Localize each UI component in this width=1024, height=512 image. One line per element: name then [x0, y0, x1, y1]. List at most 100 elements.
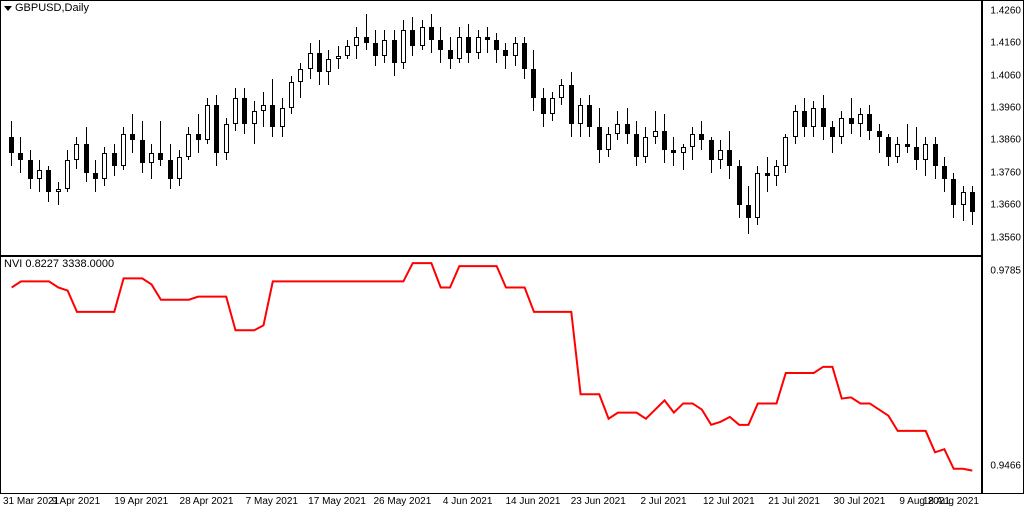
price-chart-title-text: GBPUSD,Daily — [15, 2, 89, 14]
candle-body — [569, 85, 574, 124]
candle-body — [149, 153, 154, 163]
candle-body — [420, 27, 425, 46]
candle-body — [252, 111, 257, 124]
candle-body — [354, 37, 359, 47]
candle-body — [410, 30, 415, 46]
candle-body — [625, 124, 630, 134]
candle-body — [802, 111, 807, 127]
candle-body — [727, 150, 732, 166]
candle-body — [821, 108, 826, 127]
candle-body — [336, 56, 341, 59]
time-xtick-label: 28 Apr 2021 — [180, 496, 234, 507]
indicator-chart-title-text: NVI 0.8227 3338.0000 — [4, 258, 114, 270]
candle-body — [494, 40, 499, 50]
candle-body — [233, 98, 238, 124]
candle-body — [783, 137, 788, 166]
candle-body — [401, 30, 406, 62]
indicator-y-axis: 0.9466 0.9785 — [982, 256, 1024, 494]
price-ytick-label: 1.3860 — [990, 135, 1021, 146]
candle-body — [671, 150, 676, 153]
candle-body — [186, 134, 191, 157]
candle-body — [597, 127, 602, 150]
candle-wick — [366, 14, 367, 50]
candle-wick — [655, 111, 656, 143]
candle-body — [606, 134, 611, 150]
time-xtick-label: 17 May 2021 — [308, 496, 366, 507]
candle-body — [867, 114, 872, 130]
candle-body — [382, 40, 387, 56]
time-xtick-label: 4 Jun 2021 — [443, 496, 493, 507]
candle-body — [364, 37, 369, 43]
candle-body — [699, 134, 704, 140]
price-ytick-label: 1.4260 — [990, 5, 1021, 16]
candle-wick — [505, 43, 506, 69]
candle-body — [196, 134, 201, 140]
candle-body — [466, 37, 471, 53]
candle-body — [811, 108, 816, 127]
candle-wick — [907, 124, 908, 153]
candle-body — [858, 114, 863, 124]
candle-body — [559, 85, 564, 98]
indicator-chart-title: NVI 0.8227 3338.0000 — [4, 258, 114, 270]
time-xtick-label: 7 May 2021 — [246, 496, 298, 507]
candle-body — [774, 166, 779, 176]
candle-body — [755, 173, 760, 218]
candle-body — [37, 170, 42, 180]
candle-body — [877, 131, 882, 137]
candle-body — [158, 153, 163, 159]
candle-body — [634, 134, 639, 157]
candle-body — [93, 173, 98, 179]
candle-body — [681, 147, 686, 153]
candle-body — [718, 150, 723, 160]
time-xtick-label: 21 Jul 2021 — [768, 496, 820, 507]
candle-body — [84, 144, 89, 173]
time-xtick-label: 18 Aug 2021 — [923, 496, 979, 507]
candle-body — [28, 160, 33, 179]
candle-body — [242, 98, 247, 124]
candle-body — [261, 105, 266, 111]
candle-body — [9, 137, 14, 153]
candle-body — [485, 37, 490, 40]
candle-body — [429, 27, 434, 40]
time-xtick-label: 26 May 2021 — [373, 496, 431, 507]
candle-body — [448, 50, 453, 60]
candle-body — [168, 160, 173, 179]
candle-body — [541, 98, 546, 114]
price-ytick-label: 1.3660 — [990, 200, 1021, 211]
time-xtick-label: 19 Apr 2021 — [114, 496, 168, 507]
candle-body — [905, 144, 910, 147]
candle-body — [289, 82, 294, 108]
time-xtick-label: 9 Apr 2021 — [52, 496, 100, 507]
candle-body — [662, 131, 667, 150]
indicator-chart-panel[interactable] — [0, 256, 982, 494]
candle-body — [280, 108, 285, 127]
candle-body — [951, 179, 956, 205]
time-x-axis: 31 Mar 20219 Apr 202119 Apr 202128 Apr 2… — [0, 494, 982, 512]
candle-body — [914, 147, 919, 160]
candle-body — [886, 137, 891, 156]
price-chart-panel[interactable] — [0, 0, 982, 256]
candle-body — [270, 105, 275, 128]
nvi-line — [12, 263, 973, 470]
price-ytick-label: 1.4160 — [990, 38, 1021, 49]
indicator-ytick-label: 0.9466 — [990, 460, 1021, 471]
time-xtick-label: 2 Jul 2021 — [640, 496, 686, 507]
indicator-ytick-label: 0.9785 — [990, 266, 1021, 277]
price-ytick-label: 1.3960 — [990, 102, 1021, 113]
candle-wick — [851, 98, 852, 134]
candle-body — [615, 124, 620, 134]
candle-body — [438, 40, 443, 50]
candle-body — [961, 192, 966, 205]
candle-body — [65, 160, 70, 189]
candle-body — [56, 189, 61, 192]
time-xtick-label: 23 Jun 2021 — [571, 496, 626, 507]
dropdown-icon[interactable] — [4, 6, 12, 11]
candle-body — [205, 105, 210, 141]
candle-body — [522, 43, 527, 69]
candle-body — [923, 144, 928, 160]
indicator-line-svg — [1, 257, 983, 495]
candle-body — [895, 144, 900, 157]
candle-body — [653, 131, 658, 137]
candle-body — [121, 134, 126, 166]
candle-body — [970, 192, 975, 211]
